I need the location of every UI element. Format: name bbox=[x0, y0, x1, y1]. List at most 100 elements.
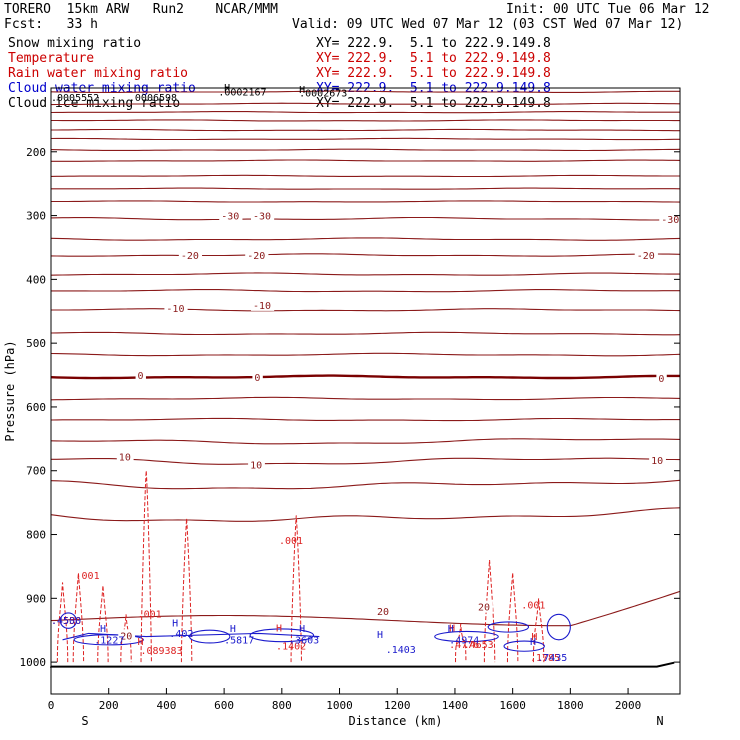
isotherm-label: -10 bbox=[253, 301, 271, 312]
x-tick-label: 200 bbox=[99, 699, 119, 712]
isotherm-line bbox=[50, 374, 680, 380]
cloud-contour bbox=[188, 629, 231, 644]
isotherm-line bbox=[50, 216, 681, 221]
isotherm-label: 0 bbox=[658, 374, 664, 385]
isotherm-line bbox=[50, 237, 681, 241]
isotherm-line bbox=[51, 128, 680, 132]
field-name-snow: Snow mixing ratio bbox=[8, 36, 142, 51]
isotherm-line bbox=[51, 187, 681, 190]
rain-label: .001 bbox=[279, 536, 303, 547]
end-label-north: N bbox=[656, 714, 663, 728]
y-tick-label: 300 bbox=[26, 210, 46, 223]
rain-contour bbox=[290, 515, 302, 663]
rain-contour bbox=[180, 518, 193, 663]
isotherm-line bbox=[50, 331, 681, 336]
cloud-label: .7435 bbox=[537, 653, 567, 664]
isotherm-line bbox=[51, 200, 681, 203]
isotherm-label-bg bbox=[118, 629, 136, 642]
isotherm-label: 0 bbox=[138, 371, 144, 382]
isotherm-label: 20 bbox=[120, 631, 132, 642]
cloud-high-marker: H bbox=[230, 624, 236, 635]
cloud-contour bbox=[59, 612, 77, 629]
end-label-south: S bbox=[81, 714, 88, 728]
y-tick-label: 900 bbox=[26, 592, 46, 605]
isotherm-line bbox=[50, 396, 681, 401]
isotherm-line bbox=[50, 111, 680, 114]
isotherm-label-bg bbox=[656, 372, 667, 385]
rain-contour bbox=[97, 585, 109, 663]
x-tick-label: 0 bbox=[48, 699, 55, 712]
rain-high-marker: H bbox=[531, 632, 537, 643]
rain-label: .1785 bbox=[530, 653, 560, 664]
cloud-high-marker: H bbox=[448, 624, 454, 635]
rain-high-marker: H bbox=[138, 637, 144, 648]
cloud-high-marker: H bbox=[377, 630, 383, 641]
isotherm-line bbox=[50, 590, 681, 627]
ice-label: .0006598 bbox=[129, 93, 177, 104]
ice-high-marker: H bbox=[224, 83, 230, 94]
cloud-high-marker: H bbox=[299, 624, 305, 635]
x-tick-label: 1800 bbox=[557, 699, 584, 712]
isotherm-line bbox=[50, 137, 680, 141]
header-valid: Valid: 09 UTC Wed 07 Mar 12 (03 CST Wed … bbox=[292, 17, 684, 32]
x-tick-label: 400 bbox=[156, 699, 176, 712]
field-xy-snow: XY= 222.9. 5.1 to 222.9.149.8 bbox=[316, 36, 551, 51]
y-tick-label: 600 bbox=[26, 401, 46, 414]
rain-label: .001 bbox=[138, 609, 162, 620]
rain-label: .001 bbox=[521, 601, 545, 612]
isotherm-label-bg bbox=[634, 249, 658, 262]
header-init: Init: 00 UTC Tue 06 Mar 12 bbox=[506, 2, 710, 17]
header-model: TORERO 15km ARW Run2 NCAR/MMM bbox=[4, 2, 278, 17]
isotherm-line bbox=[50, 90, 680, 93]
isotherm-label: 10 bbox=[119, 453, 131, 464]
rain-label: .001 bbox=[76, 571, 100, 582]
isotherm-label-bg bbox=[476, 600, 493, 613]
cloud-label: .3603 bbox=[289, 636, 319, 647]
x-tick-label: 1000 bbox=[326, 699, 353, 712]
y-tick-label: 200 bbox=[26, 146, 46, 159]
rain-label: .089383 bbox=[140, 646, 182, 657]
x-tick-label: 1600 bbox=[499, 699, 526, 712]
isotherm-label-bg bbox=[250, 298, 275, 311]
cloud-label: .5817 bbox=[224, 636, 254, 647]
ice-label: .0002167 bbox=[218, 88, 266, 99]
rain-high-marker: H bbox=[276, 623, 282, 634]
x-tick-label: 1200 bbox=[384, 699, 411, 712]
isotherm-label: 20 bbox=[478, 603, 490, 614]
rain-contour bbox=[532, 598, 545, 663]
isotherm-line bbox=[50, 352, 681, 357]
isotherm-line bbox=[50, 438, 681, 445]
isotherm-line bbox=[51, 457, 681, 465]
field-name-cloud-ice: Cloud ice mixing ratio bbox=[8, 96, 181, 111]
ground-line bbox=[50, 661, 675, 668]
cloud-high-marker: H bbox=[100, 624, 106, 635]
isotherm-line bbox=[50, 148, 681, 152]
x-tick-label: 600 bbox=[214, 699, 234, 712]
ice-label: .0002673 bbox=[299, 88, 347, 99]
field-xy-cloud-ice: XY= 222.9. 5.1 to 222.9.149.8 bbox=[316, 96, 551, 111]
isotherm-label: 0 bbox=[254, 373, 260, 384]
cloud-contour bbox=[62, 632, 320, 641]
y-tick-label: 500 bbox=[26, 337, 46, 350]
field-name-rain: Rain water mixing ratio bbox=[8, 66, 189, 81]
rain-label: .4776 bbox=[449, 640, 479, 651]
isotherm-line bbox=[51, 119, 680, 122]
isotherm-line bbox=[50, 253, 681, 257]
rain-label: .4653 bbox=[464, 640, 494, 651]
y-tick-label: 400 bbox=[26, 273, 46, 286]
cloud-contour bbox=[546, 613, 571, 641]
cloud-label: .4974 bbox=[449, 636, 479, 647]
cloud-contour bbox=[503, 640, 545, 652]
x-tick-label: 800 bbox=[272, 699, 292, 712]
header-fcst: Fcst: 33 h bbox=[4, 17, 98, 32]
y-tick-label: 700 bbox=[26, 465, 46, 478]
cloud-contour bbox=[249, 628, 315, 643]
rain-contour bbox=[120, 614, 132, 663]
isotherm-label: -20 bbox=[247, 251, 265, 262]
cloud-label: .402 bbox=[169, 629, 193, 640]
rain-contour bbox=[506, 572, 519, 663]
cloud-label: .4500 bbox=[51, 616, 81, 627]
rain-contour bbox=[140, 470, 152, 663]
isotherm-line bbox=[50, 507, 681, 522]
